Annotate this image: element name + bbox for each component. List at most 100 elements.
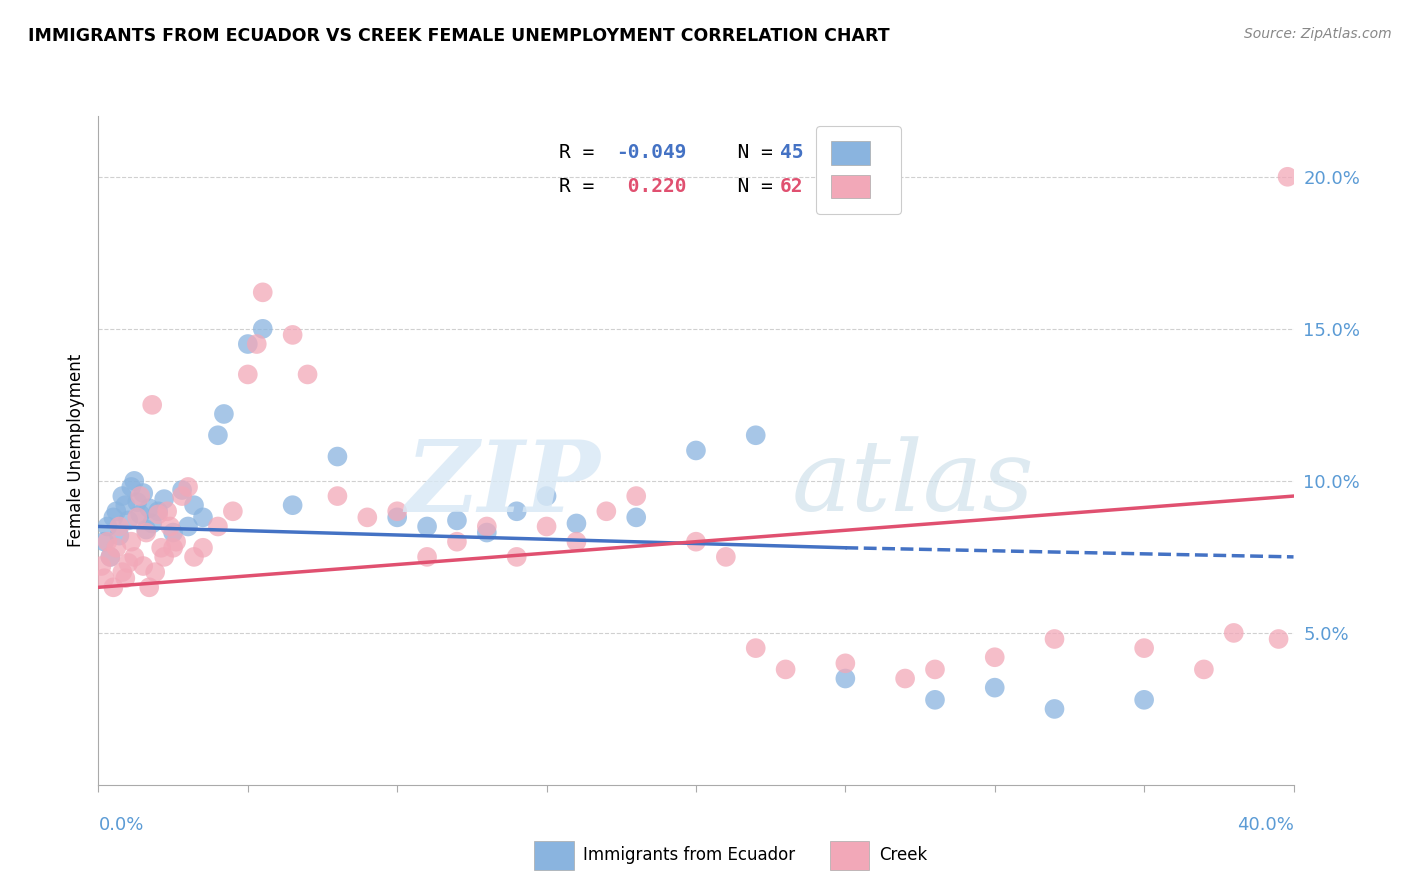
Point xyxy=(506,549,529,564)
Point xyxy=(93,571,115,585)
Point xyxy=(90,559,112,574)
Text: Source: ZipAtlas.com: Source: ZipAtlas.com xyxy=(1244,27,1392,41)
Point xyxy=(120,534,142,549)
Point xyxy=(297,368,319,382)
Point xyxy=(894,672,917,686)
Point xyxy=(108,519,131,533)
Point xyxy=(281,327,304,342)
Point xyxy=(281,498,304,512)
Point xyxy=(983,650,1005,665)
Point xyxy=(834,672,856,686)
Text: 0.220: 0.220 xyxy=(616,177,686,195)
Point xyxy=(1043,702,1066,716)
Point xyxy=(1133,693,1156,707)
Point xyxy=(207,428,229,442)
Point xyxy=(132,486,155,500)
Point xyxy=(114,571,136,585)
Point xyxy=(536,489,558,503)
Text: Creek: Creek xyxy=(879,847,927,864)
Point xyxy=(114,498,136,512)
Point xyxy=(834,657,856,671)
Point xyxy=(124,474,146,488)
Point xyxy=(132,559,155,574)
Point xyxy=(127,510,149,524)
Text: R =: R = xyxy=(558,177,606,195)
Point xyxy=(135,525,157,540)
Text: 0.0%: 0.0% xyxy=(98,816,143,834)
Point xyxy=(745,428,768,442)
Point xyxy=(138,501,160,516)
Point xyxy=(1043,632,1066,646)
Point xyxy=(685,443,707,458)
Point xyxy=(105,504,128,518)
Point xyxy=(624,489,647,503)
Point xyxy=(111,489,134,503)
Point xyxy=(93,534,115,549)
Point xyxy=(124,549,146,564)
Point xyxy=(446,534,468,549)
Point xyxy=(565,516,588,531)
Point xyxy=(1222,626,1246,640)
Text: R =: R = xyxy=(558,144,606,162)
Text: 45: 45 xyxy=(779,144,803,162)
Point xyxy=(108,528,131,542)
Point xyxy=(153,492,176,507)
Point xyxy=(385,504,409,518)
Point xyxy=(153,549,176,564)
Text: Immigrants from Ecuador: Immigrants from Ecuador xyxy=(583,847,796,864)
Point xyxy=(162,541,184,555)
Point xyxy=(624,510,647,524)
Text: IMMIGRANTS FROM ECUADOR VS CREEK FEMALE UNEMPLOYMENT CORRELATION CHART: IMMIGRANTS FROM ECUADOR VS CREEK FEMALE … xyxy=(28,27,890,45)
Point xyxy=(96,534,118,549)
Point xyxy=(212,407,235,421)
Text: ZIP: ZIP xyxy=(405,435,600,533)
Point xyxy=(183,549,205,564)
Legend: , : , xyxy=(815,126,901,214)
Point xyxy=(172,489,194,503)
Point xyxy=(1192,662,1215,676)
Text: 40.0%: 40.0% xyxy=(1237,816,1294,834)
Point xyxy=(177,480,200,494)
Point xyxy=(156,504,179,518)
Point xyxy=(103,510,125,524)
Point xyxy=(120,480,142,494)
Point xyxy=(222,504,245,518)
Point xyxy=(96,519,118,533)
Point xyxy=(252,285,274,300)
Text: 62: 62 xyxy=(779,177,803,195)
Point xyxy=(536,519,558,533)
Point xyxy=(129,489,152,503)
Point xyxy=(183,498,205,512)
Point xyxy=(135,523,157,537)
Point xyxy=(326,489,349,503)
Point xyxy=(1267,632,1289,646)
Point xyxy=(148,504,170,518)
Text: -0.049: -0.049 xyxy=(616,144,686,162)
Point xyxy=(129,508,152,522)
Point xyxy=(141,398,163,412)
Point xyxy=(148,508,170,522)
Point xyxy=(236,368,259,382)
Point xyxy=(236,337,259,351)
Text: atlas: atlas xyxy=(792,436,1035,532)
Point xyxy=(685,534,707,549)
Point xyxy=(105,541,128,555)
Point xyxy=(385,510,409,524)
Point xyxy=(127,495,149,509)
Point xyxy=(103,580,125,594)
Point xyxy=(172,483,194,497)
Point xyxy=(117,513,139,527)
Text: N =: N = xyxy=(714,177,785,195)
Point xyxy=(111,565,134,579)
Y-axis label: Female Unemployment: Female Unemployment xyxy=(66,354,84,547)
Point xyxy=(506,504,529,518)
Point xyxy=(143,565,166,579)
Point xyxy=(356,510,378,524)
Point xyxy=(924,662,946,676)
Point xyxy=(207,519,229,533)
Point xyxy=(165,534,187,549)
Point xyxy=(98,549,122,564)
Point xyxy=(416,549,439,564)
Point xyxy=(595,504,617,518)
Point xyxy=(446,513,468,527)
